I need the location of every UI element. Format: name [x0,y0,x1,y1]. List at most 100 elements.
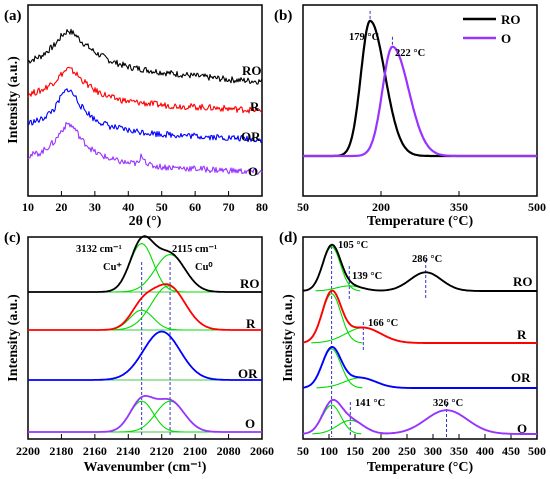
panel-d-anno-105: 105 °C [338,240,368,251]
panel-a-ticks: 10 20 30 40 50 60 70 80 [22,191,268,214]
panel-c-label: (c) [4,230,21,246]
panel-d-frame [302,236,538,440]
panel-a-lines [27,28,263,175]
panel-c-lines [27,235,263,437]
series-OR [302,345,537,389]
panel-a-xlabel: 2θ (°) [129,214,162,229]
panel-b-anno-222: 222 °C [395,48,425,59]
panel-a-ylabel: Intensity (a.u.) [6,56,21,144]
panel-d-lines [302,243,537,437]
legend-RO-text: RO [501,12,521,27]
panel-c-ylabel: Intensity (a.u.) [6,294,21,382]
fit-peak [302,348,363,389]
panel-c-anno-cu1: Cu⁺ [103,262,122,273]
panel-a: (a) Intensity (a.u.) 2θ (°) 10 20 30 40 50 60… [4,4,268,229]
panel-c-label-RO: RO [240,276,260,291]
fit-peak [28,254,262,293]
panel-d-label: (d) [279,230,297,246]
panel-a-label-OR: OR [241,129,261,144]
series-RO [27,28,263,85]
panel-d: (d) Intensity (a.u.) Temperature (°C) 50… [279,230,546,475]
x-tick-label: 30 [89,200,101,214]
panel-d-label-R: R [517,327,527,342]
x-tick-label: 2200 [16,444,40,458]
x-tick-label: 200 [372,444,390,458]
x-tick-label: 2080 [217,444,241,458]
x-tick-label: 50 [297,444,309,458]
panel-c-anno-3132: 3132 cm⁻¹ [76,244,122,255]
panel-c-frame [27,236,263,440]
panel-c: (c) Intensity (a.u.) Wavenumber (cm⁻¹) 2… [4,230,274,475]
panel-b-ticks: 50 200 350 500 [297,191,546,214]
panel-d-label-OR: OR [511,370,531,385]
x-tick-label: 40 [122,200,134,214]
series-O [27,121,263,175]
panel-d-anno-286: 286 °C [412,254,442,265]
panel-c-xlabel: Wavenumber (cm⁻¹) [84,460,207,475]
x-tick-label: 400 [476,444,494,458]
panel-a-label: (a) [4,8,22,24]
panel-b-label: (b) [274,8,292,24]
panel-a-frame [27,4,263,197]
fit-peak [28,400,262,433]
panel-b-lines [302,8,538,158]
x-tick-label: 60 [189,200,201,214]
panel-d-label-O: O [517,421,527,436]
fit-peak [302,293,363,344]
series-OR [27,330,263,381]
x-tick-label: 50 [297,200,309,214]
x-tick-label: 450 [502,444,520,458]
x-tick-label: 2180 [49,444,73,458]
panel-d-anno-326: 326 °C [433,398,463,409]
panel-d-label-RO: RO [513,274,533,289]
x-tick-label: 350 [450,444,468,458]
legend-O-text: O [501,31,511,46]
x-tick-label: 350 [450,200,468,214]
panel-b-xlabel: Temperature (°C) [367,214,474,229]
panel-c-ticks: 2200 2180 2160 2140 2120 2100 2080 2060 [16,434,274,458]
x-tick-label: 20 [55,200,67,214]
series-O [27,395,263,433]
panel-a-label-R: R [250,99,260,114]
series-O [302,45,538,158]
x-tick-label: 10 [22,200,34,214]
x-tick-label: 2140 [116,444,140,458]
panel-c-label-R: R [246,316,256,331]
panel-d-anno-139: 139 °C [352,271,382,282]
x-tick-label: 2120 [150,444,174,458]
panel-d-anno-166: 166 °C [368,318,398,329]
series-OR [27,88,263,144]
series-R [27,283,263,331]
series-R [302,289,537,344]
x-tick-label: 70 [223,200,235,214]
panel-b-frame [302,4,538,197]
x-tick-label: 200 [372,200,390,214]
panel-d-ylabel: Intensity (a.u.) [281,294,296,382]
x-tick-label: 50 [156,200,168,214]
x-tick-label: 80 [256,200,268,214]
x-tick-label: 300 [424,444,442,458]
series-RO [302,243,537,292]
panel-a-label-RO: RO [242,63,262,78]
series-RO [27,235,263,293]
fit-peak [28,400,262,433]
series-R [27,66,263,114]
x-tick-label: 150 [346,444,364,458]
panel-d-anno-141: 141 °C [355,398,385,409]
x-tick-label: 500 [528,444,546,458]
panel-c-label-O: O [245,416,255,431]
series-O [302,398,537,435]
x-tick-label: 2100 [183,444,207,458]
panel-a-label-O: O [248,164,258,179]
x-tick-label: 2160 [83,444,107,458]
panel-c-anno-2115: 2115 cm⁻¹ [172,244,217,255]
panel-d-xlabel: Temperature (°C) [367,460,474,475]
panel-b-anno-179: 179 °C [349,32,379,43]
panel-c-label-OR: OR [238,366,258,381]
panel-d-ticks: 50 100 150 200 250 300 350 400 450 500 [297,434,546,458]
panel-c-anno-cu0: Cu⁰ [195,261,213,273]
panel-b: (b) Temperature (°C) 50 200 350 500 179 °C … [274,4,546,229]
fit-peak [28,243,262,293]
x-tick-label: 2060 [250,444,274,458]
